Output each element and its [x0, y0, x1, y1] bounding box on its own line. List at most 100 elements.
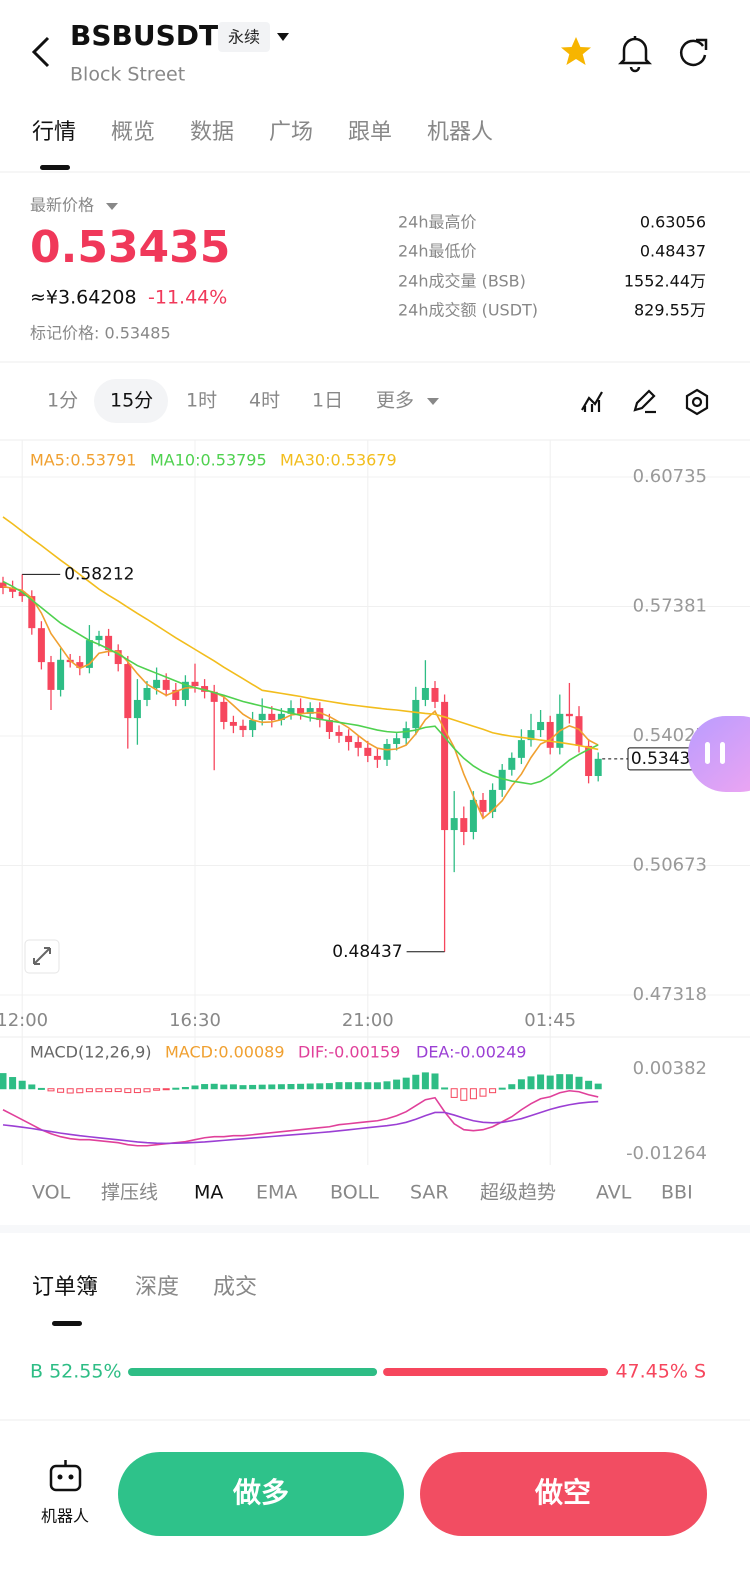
ma-line — [2, 585, 599, 820]
draw-icon[interactable] — [633, 389, 656, 414]
legend-entry: DIF:-0.00159 — [298, 1043, 400, 1062]
indicator[interactable]: EMA — [256, 1182, 297, 1204]
interval[interactable]: 更多 — [376, 390, 414, 412]
macd-chart: -0.01264 0.00382 MACD(12,26,9) MACD:0.00089… — [0, 1043, 707, 1164]
candle-body — [95, 635, 103, 641]
macd-bar — [469, 1088, 477, 1100]
high-label: 0.58212 — [64, 564, 134, 584]
tab[interactable]: 数据 — [190, 120, 234, 145]
stat-label: 24h最高价 — [398, 213, 477, 232]
candle-body — [0, 582, 7, 588]
macd-bar — [133, 1088, 141, 1094]
buy-ratio-label: B 52.55% — [30, 1361, 122, 1383]
indicator[interactable]: BBI — [661, 1182, 693, 1204]
macd-bar — [460, 1088, 468, 1101]
tab[interactable]: 行情 — [32, 120, 76, 145]
candle-body — [325, 720, 333, 732]
short-label[interactable]: 做空 — [534, 1476, 591, 1509]
macd-bar — [85, 1088, 93, 1093]
candle-body — [527, 730, 535, 741]
interval[interactable]: 1时 — [186, 390, 217, 412]
macd-line — [2, 1089, 599, 1147]
interval[interactable]: 15分 — [110, 390, 153, 412]
indicator[interactable]: 撑压线 — [101, 1182, 158, 1204]
macd-bar — [450, 1088, 458, 1098]
macd-bar — [498, 1087, 506, 1090]
legend-entry: MACD:0.00089 — [165, 1043, 285, 1062]
indicator[interactable]: MA — [194, 1182, 223, 1204]
indicator[interactable]: VOL — [32, 1182, 71, 1204]
back-button[interactable] — [31, 36, 50, 68]
macd-bar — [268, 1084, 276, 1090]
interval[interactable]: 1分 — [47, 390, 78, 412]
indicator[interactable]: 超级趋势 — [480, 1182, 556, 1204]
candle-body — [162, 679, 170, 690]
candle-body — [181, 681, 189, 700]
settings-icon[interactable] — [685, 388, 709, 416]
candle-body — [345, 735, 353, 743]
legend-entry: MA30:0.53679 — [280, 451, 397, 470]
bell-icon[interactable] — [617, 36, 653, 73]
short-button[interactable] — [420, 1452, 707, 1536]
macd-bar — [172, 1087, 180, 1090]
candle-body — [402, 728, 410, 739]
tab[interactable]: 概览 — [111, 120, 155, 145]
interval[interactable]: 1日 — [312, 390, 343, 412]
tab[interactable]: 机器人 — [427, 120, 493, 145]
book-tab[interactable]: 订单簿 — [32, 1275, 98, 1300]
interval[interactable]: 4时 — [249, 390, 280, 412]
candle-body — [594, 758, 602, 777]
tab[interactable]: 跟单 — [348, 120, 392, 145]
price-dropdown[interactable] — [106, 203, 118, 210]
tab-underline — [52, 1321, 82, 1326]
indicator[interactable]: AVL — [596, 1182, 632, 1204]
macd-bar — [489, 1088, 497, 1094]
candle-body — [85, 640, 93, 668]
indicator[interactable]: SAR — [410, 1182, 449, 1204]
indicator-icon[interactable] — [581, 391, 603, 412]
more-dropdown[interactable] — [427, 398, 439, 405]
y-tick-label: -0.01264 — [626, 1143, 707, 1164]
robot-icon[interactable] — [49, 1460, 82, 1492]
robot-label[interactable]: 机器人 — [41, 1507, 89, 1526]
stat-label: 24h成交额 (USDT) — [398, 301, 538, 320]
subtitle: Block Street — [70, 64, 185, 86]
expand-icon — [33, 947, 51, 965]
macd-bar — [527, 1076, 535, 1090]
long-button[interactable] — [118, 1452, 404, 1536]
candle-body — [239, 725, 247, 731]
macd-bar — [220, 1084, 228, 1090]
y-tick-label: 0.47318 — [633, 984, 707, 1005]
x-tick-label: 16:30 — [169, 1010, 221, 1031]
candle-body — [537, 721, 545, 731]
price-label: 最新价格 — [30, 196, 94, 215]
candle-body — [143, 687, 151, 700]
favorite-star[interactable] — [561, 37, 591, 65]
macd-bar — [575, 1076, 583, 1090]
floating-widget[interactable] — [688, 716, 750, 792]
macd-bar — [546, 1075, 554, 1090]
candle-body — [76, 662, 84, 668]
book-tab[interactable]: 深度 — [135, 1275, 179, 1300]
book-tab[interactable]: 成交 — [213, 1275, 257, 1300]
indicator[interactable]: BOLL — [330, 1182, 379, 1204]
macd-bar — [585, 1080, 593, 1090]
candle-body — [306, 708, 314, 714]
candle-body — [565, 713, 573, 717]
y-tick-label: 0.57381 — [633, 595, 707, 616]
candle-body — [373, 755, 381, 760]
long-label[interactable]: 做多 — [232, 1476, 289, 1509]
macd-bar — [306, 1083, 314, 1090]
candle-body — [9, 587, 17, 592]
macd-bar — [412, 1074, 420, 1090]
stat-value: 829.55万 — [634, 301, 706, 320]
candle-body — [172, 689, 180, 700]
share-icon[interactable] — [679, 38, 708, 67]
macd-bar — [441, 1087, 449, 1090]
candle-body — [249, 720, 257, 731]
candle-body — [47, 662, 55, 690]
candle-body — [268, 713, 276, 721]
pair-dropdown[interactable] — [277, 33, 289, 41]
tab[interactable]: 广场 — [269, 120, 313, 145]
